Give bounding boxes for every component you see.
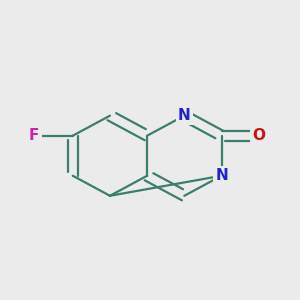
Text: N: N [178,108,191,123]
Text: F: F [29,128,39,143]
Text: N: N [215,168,228,183]
Text: O: O [252,128,265,143]
